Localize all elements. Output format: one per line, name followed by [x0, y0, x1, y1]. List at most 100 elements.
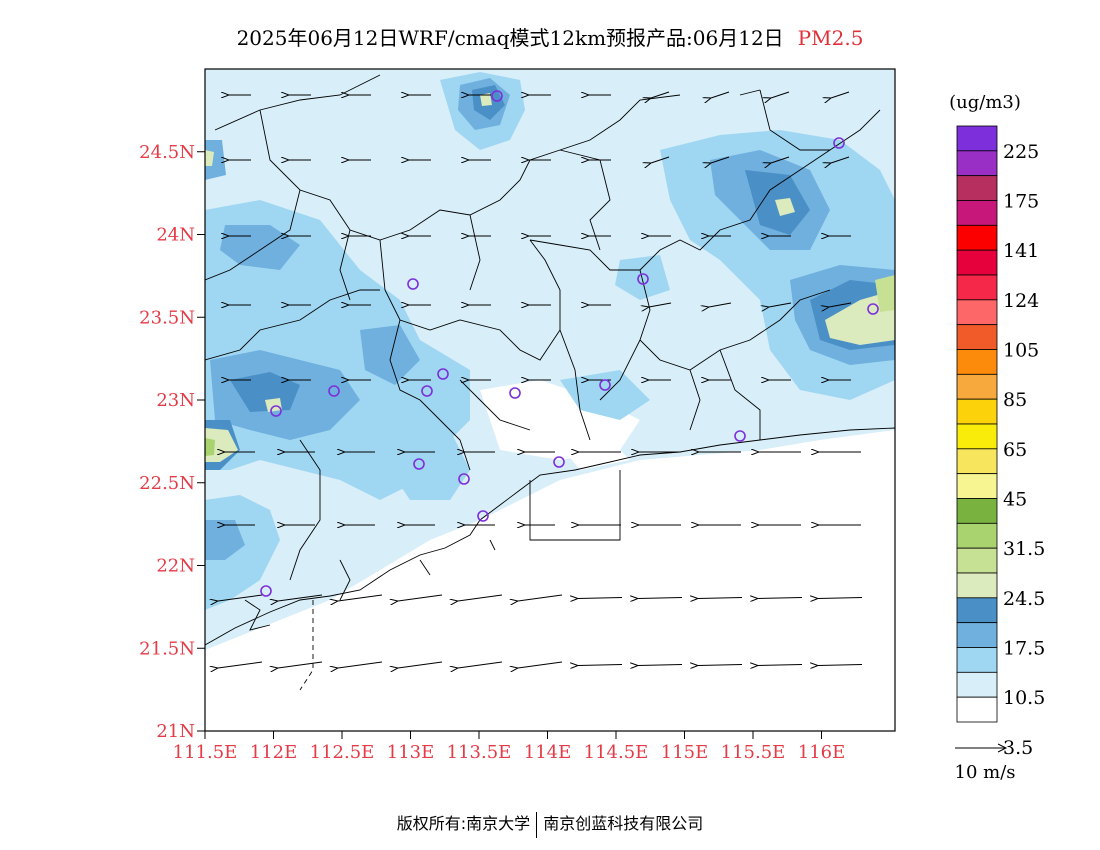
footer-right: 南京创蓝科技有限公司: [543, 814, 704, 833]
wind-arrow: [771, 156, 790, 163]
colorbar-swatch: [956, 324, 998, 350]
colorbar-swatch: [956, 299, 998, 326]
wind-arrow: [398, 594, 443, 601]
station-circle-icon: [833, 137, 845, 149]
footer-separator: [536, 811, 538, 838]
station-circle-icon: [458, 473, 470, 485]
lon-tick-label: 112.5E: [310, 742, 375, 763]
colorbar-label: 10.5: [1003, 687, 1045, 709]
colorbar-swatch: [956, 423, 998, 450]
colorbar-swatch: [956, 473, 998, 499]
lat-tick-label: 23N: [156, 390, 195, 411]
wind-arrow: [818, 665, 863, 666]
colorbar-swatch: [956, 522, 998, 549]
wind-arrow: [698, 598, 743, 599]
colorbar-label: 225: [1003, 141, 1039, 163]
map-title: 2025年06月12日WRF/cmaq模式12km预报产品:06月12日 PM2.…: [0, 22, 1100, 51]
lon-tick-label: 112E: [250, 742, 298, 763]
wind-arrow: [398, 661, 443, 668]
wind-arrow: [578, 598, 623, 599]
colorbar-label: 124: [1003, 290, 1039, 312]
colorbar-swatch: [956, 150, 998, 177]
station-circle-icon: [407, 278, 419, 290]
colorbar: [956, 125, 998, 723]
colorbar-swatch: [956, 696, 998, 723]
colorbar-swatch: [956, 349, 998, 375]
station-circle-icon: [437, 368, 449, 380]
lon-tick-label: 115.5E: [721, 742, 786, 763]
colorbar-label: 24.5: [1003, 588, 1045, 610]
lat-tick-label: 24.5N: [139, 142, 195, 163]
colorbar-unit: (ug/m3): [949, 92, 1021, 113]
colorbar-swatch: [956, 175, 998, 201]
colorbar-label: 3.5: [1003, 737, 1033, 759]
colorbar-swatch: [956, 373, 998, 400]
station-circle-icon: [413, 458, 425, 470]
colorbar-label: 85: [1003, 389, 1027, 411]
colorbar-swatch: [956, 200, 998, 226]
lon-tick-label: 113E: [387, 742, 435, 763]
title-main: 2025年06月12日WRF/cmaq模式12km预报产品:06月12日: [236, 26, 784, 50]
lat-tick-label: 21N: [156, 721, 195, 742]
latitude-axis: 24.5N 24N 23.5N 23N 22.5N 22N 21.5N 21N: [139, 142, 205, 742]
colorbar-swatch: [956, 647, 998, 673]
colorbar-swatch: [956, 274, 998, 301]
wind-arrow: [278, 661, 323, 668]
colorbar-label: 65: [1003, 439, 1027, 461]
wind-arrow: [651, 91, 670, 98]
colorbar-swatch: [956, 597, 998, 624]
station-circle-icon: [477, 510, 489, 522]
lon-tick-label: 113.5E: [447, 742, 512, 763]
title-pollutant: PM2.5: [797, 26, 864, 50]
wind-arrow: [651, 156, 670, 163]
wind-arrow: [831, 156, 850, 163]
colorbar-swatch: [956, 622, 998, 648]
wind-arrow: [578, 665, 623, 666]
station-circle-icon: [328, 385, 340, 397]
colorbar-label: 17.5: [1003, 638, 1045, 660]
station-circle-icon: [421, 385, 433, 397]
wind-arrow: [338, 661, 383, 668]
wind-arrow: [338, 594, 383, 601]
lat-tick-label: 22.5N: [139, 473, 195, 494]
station-circle-icon: [270, 405, 282, 417]
colorbar-label: 45: [1003, 489, 1027, 511]
colorbar-swatch: [956, 498, 998, 524]
station-circle-icon: [553, 456, 565, 468]
wind-legend-label: 10 m/s: [955, 762, 1016, 783]
colorbar-label: 141: [1003, 240, 1039, 262]
wind-arrow: [218, 594, 263, 601]
wind-arrow: [711, 156, 730, 163]
lon-tick-label: 114E: [524, 742, 572, 763]
station-circle-icon: [491, 90, 503, 102]
colorbar-swatch: [956, 249, 998, 276]
footer-left: 版权所有:南京大学: [396, 814, 531, 833]
colorbar-label: 175: [1003, 191, 1039, 213]
lat-tick-label: 21.5N: [139, 638, 195, 659]
wind-arrow: [831, 91, 850, 98]
admin-boundaries: [205, 74, 895, 691]
wind-arrow: [818, 598, 863, 599]
colorbar-labels: 225 175 141 124 105 85 65 45 31.5 24.5 17.5 10.5 3.5: [1003, 141, 1045, 759]
wind-arrow: [771, 91, 790, 98]
wind-legend-arrowhead: [997, 743, 1008, 753]
wind-arrow: [518, 594, 563, 601]
wind-arrow: [758, 598, 803, 599]
wind-arrow: [458, 594, 503, 601]
longitude-axis: 111.5E 112E 112.5E 113E 113.5E 114E 114.5E 115E…: [173, 731, 845, 763]
copyright-footer: 版权所有:南京大学 南京创蓝科技有限公司: [0, 810, 1100, 838]
lon-tick-label: 111.5E: [173, 742, 238, 763]
station-circle-icon: [734, 430, 746, 442]
wind-arrow: [711, 91, 730, 98]
lon-tick-label: 114.5E: [584, 742, 649, 763]
pm25-field: [205, 69, 895, 731]
colorbar-swatch: [956, 572, 998, 599]
stations: [260, 90, 879, 597]
lat-tick-label: 23.5N: [139, 307, 195, 328]
colorbar-swatch: [956, 448, 998, 475]
colorbar-label: 31.5: [1003, 538, 1045, 560]
wind-arrow: [758, 665, 803, 666]
lon-tick-label: 115E: [661, 742, 709, 763]
wind-arrow: [769, 302, 792, 307]
